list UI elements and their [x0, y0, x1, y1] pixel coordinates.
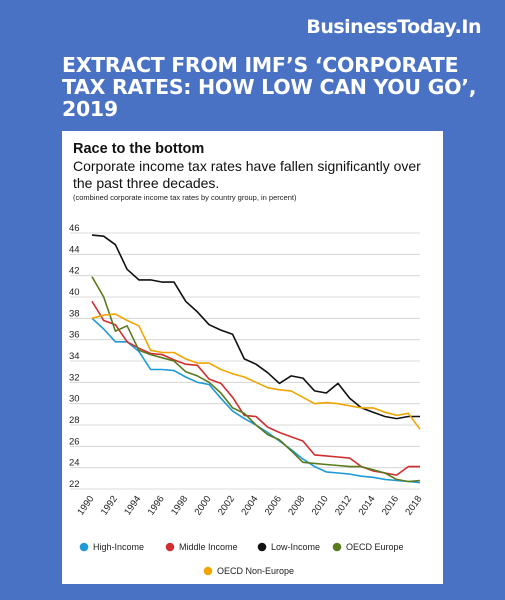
series-line-oecd-non-europe — [91, 313, 421, 430]
x-tick-label: 2016 — [380, 494, 401, 518]
legend-marker — [165, 542, 175, 552]
y-tick-label: 24 — [69, 458, 80, 469]
series-line-low-income — [91, 234, 420, 420]
legend-marker — [203, 566, 213, 576]
series-line-oecd-europe — [91, 276, 421, 483]
x-tick-label: 2004 — [239, 494, 260, 518]
legend-marker — [79, 542, 89, 552]
chart-subtitle: Corporate income tax rates have fallen s… — [73, 158, 421, 191]
chart-title: Race to the bottom — [73, 141, 205, 157]
x-tick-label: 2012 — [333, 494, 354, 518]
series-line-middle-income — [91, 300, 420, 476]
legend-label: Low-Income — [271, 542, 320, 552]
y-tick-label: 26 — [69, 436, 80, 447]
chart-note: (combined corporate income tax rates by … — [73, 193, 297, 202]
brand-logo: BusinessToday.In — [306, 16, 481, 38]
chart-card: Race to the bottom Corporate income tax … — [62, 131, 443, 584]
y-tick-label: 36 — [69, 330, 80, 341]
y-tick-label: 22 — [69, 479, 80, 490]
x-tick-label: 2002 — [216, 494, 237, 518]
headline: EXTRACT FROM IMF’S ‘CORPORATE TAX RATES:… — [62, 53, 477, 121]
legend-label: OECD Europe — [346, 542, 404, 552]
x-tick-label: 1994 — [122, 494, 143, 518]
x-tick-label: 1996 — [146, 494, 167, 518]
y-tick-label: 44 — [69, 244, 80, 255]
y-tick-label: 42 — [69, 266, 80, 277]
legend-marker — [257, 542, 267, 552]
x-tick-label: 2018 — [403, 494, 424, 518]
y-tick-label: 38 — [69, 308, 80, 319]
legend-label: OECD Non-Europe — [217, 566, 294, 576]
x-tick-label: 2000 — [193, 494, 214, 518]
x-tick-label: 1992 — [99, 494, 120, 518]
x-tick-label: 1990 — [75, 494, 96, 518]
y-tick-label: 32 — [69, 372, 80, 383]
legend-marker — [332, 542, 342, 552]
legend-label: Middle Income — [179, 542, 238, 552]
legend-label: High-Income — [93, 542, 144, 552]
y-tick-label: 40 — [69, 287, 80, 298]
x-tick-label: 2014 — [357, 494, 378, 518]
x-tick-label: 2008 — [286, 494, 307, 518]
x-tick-label: 1998 — [169, 494, 190, 518]
series-line-high-income — [91, 317, 421, 484]
y-tick-label: 34 — [69, 351, 80, 362]
y-tick-label: 28 — [69, 415, 80, 426]
x-tick-label: 2010 — [310, 494, 331, 518]
y-tick-label: 46 — [69, 223, 80, 234]
x-tick-label: 2006 — [263, 494, 284, 518]
y-tick-label: 30 — [69, 394, 80, 405]
